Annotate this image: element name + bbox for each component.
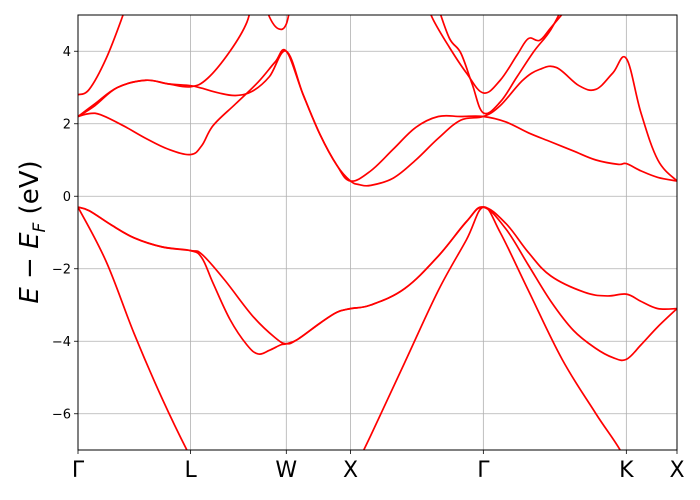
y-tick-label: −6	[52, 407, 71, 422]
band-line-7	[78, 15, 124, 96]
band-line-8	[78, 15, 251, 118]
y-tick-label: 2	[63, 117, 71, 132]
band-line-5	[78, 48, 677, 182]
band-line-6	[78, 50, 677, 187]
band-line-1	[78, 206, 188, 450]
plot-frame	[77, 14, 678, 451]
y-tick-label: 0	[63, 190, 71, 205]
y-tick-label: 4	[63, 45, 71, 60]
y-axis-label: E − EF (eV)	[15, 160, 50, 303]
x-tick-label: Γ	[72, 458, 85, 483]
x-tick-label: W	[275, 458, 297, 483]
x-tick-label: K	[619, 458, 634, 483]
y-tick-label: −4	[52, 335, 71, 350]
x-tick-label: L	[184, 458, 197, 483]
x-tick-label: X	[669, 458, 684, 483]
band-line-10	[430, 15, 563, 94]
band-line-2	[362, 206, 622, 450]
x-tick-label: X	[343, 458, 358, 483]
grid-lines	[77, 15, 678, 450]
band-line-4	[78, 206, 677, 362]
band-line-9	[267, 15, 290, 31]
y-axis-ticks: −6 −4 −2 0 2 4	[52, 45, 78, 422]
x-tick-label: Γ	[477, 458, 490, 483]
band-line-3	[78, 206, 677, 345]
band-lines	[78, 15, 677, 450]
y-tick-label: −2	[52, 262, 71, 277]
band-line-11	[439, 15, 560, 115]
